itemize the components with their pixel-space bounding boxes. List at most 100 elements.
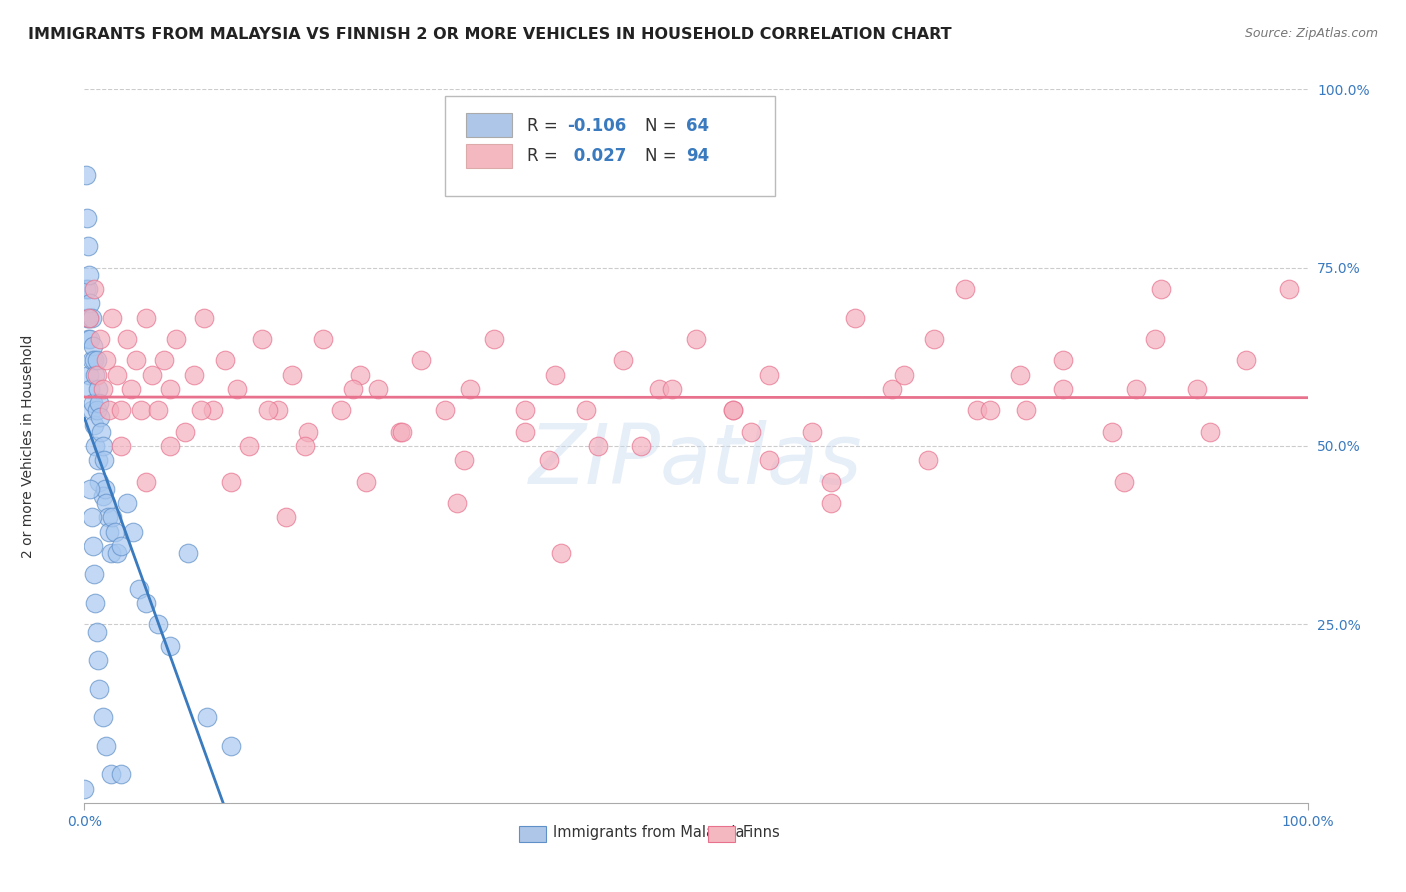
Point xyxy=(1198,425,1220,439)
Point xyxy=(89,410,111,425)
Point xyxy=(84,596,107,610)
Text: R =: R = xyxy=(527,146,564,164)
Point xyxy=(880,382,903,396)
Text: ZIPatlas: ZIPatlas xyxy=(529,420,863,500)
Text: R =: R = xyxy=(527,117,564,135)
Point xyxy=(87,453,110,467)
Point xyxy=(1278,282,1301,296)
Point xyxy=(575,403,598,417)
Point xyxy=(434,403,457,417)
Point xyxy=(122,524,145,539)
Point xyxy=(153,353,176,368)
Point xyxy=(146,617,169,632)
Point xyxy=(110,403,132,417)
Point xyxy=(820,475,842,489)
Point xyxy=(758,368,780,382)
Point xyxy=(1101,425,1123,439)
Point xyxy=(159,439,181,453)
Point xyxy=(77,310,100,325)
Point xyxy=(342,382,364,396)
Point xyxy=(1143,332,1166,346)
Point xyxy=(630,439,652,453)
Point xyxy=(409,353,432,368)
Point xyxy=(820,496,842,510)
Point xyxy=(80,510,103,524)
Point xyxy=(538,453,561,467)
Point xyxy=(146,403,169,417)
Point xyxy=(801,425,824,439)
Point xyxy=(91,710,114,724)
Point xyxy=(80,353,103,368)
Point xyxy=(1150,282,1173,296)
Point xyxy=(953,282,976,296)
Point xyxy=(77,282,100,296)
Point xyxy=(177,546,200,560)
Point xyxy=(80,310,103,325)
Point xyxy=(105,546,128,560)
Point xyxy=(226,382,249,396)
Point xyxy=(79,332,101,346)
Point xyxy=(135,475,157,489)
Point xyxy=(367,382,389,396)
Point xyxy=(75,168,97,182)
Point xyxy=(84,439,107,453)
Point xyxy=(91,439,114,453)
Point xyxy=(87,396,110,410)
Point xyxy=(115,496,138,510)
Point xyxy=(1114,475,1136,489)
Point xyxy=(96,739,118,753)
Bar xyxy=(465,145,513,168)
Point xyxy=(110,767,132,781)
Point xyxy=(87,653,110,667)
Point xyxy=(76,211,98,225)
Point xyxy=(135,596,157,610)
Point xyxy=(1236,353,1258,368)
Point xyxy=(281,368,304,382)
Text: IMMIGRANTS FROM MALAYSIA VS FINNISH 2 OR MORE VEHICLES IN HOUSEHOLD CORRELATION : IMMIGRANTS FROM MALAYSIA VS FINNISH 2 OR… xyxy=(28,27,952,42)
Point xyxy=(257,403,280,417)
Point xyxy=(87,382,110,396)
Point xyxy=(297,425,319,439)
Point xyxy=(115,332,138,346)
Point xyxy=(193,310,215,325)
Point xyxy=(721,403,744,417)
Point xyxy=(100,546,122,560)
Point xyxy=(86,624,108,639)
Point xyxy=(86,353,108,368)
Point xyxy=(312,332,335,346)
Point xyxy=(129,403,152,417)
FancyBboxPatch shape xyxy=(446,96,776,196)
Point xyxy=(453,453,475,467)
Point xyxy=(97,403,120,417)
Point xyxy=(758,453,780,467)
Point xyxy=(214,353,236,368)
Bar xyxy=(465,113,513,137)
Point xyxy=(87,475,110,489)
Bar xyxy=(709,826,735,842)
Point xyxy=(110,439,132,453)
Point xyxy=(97,510,120,524)
Point xyxy=(513,403,536,417)
Point xyxy=(82,539,104,553)
Point xyxy=(648,382,671,396)
Point xyxy=(294,439,316,453)
Point xyxy=(159,382,181,396)
Point xyxy=(1052,382,1074,396)
Point xyxy=(612,353,634,368)
Point xyxy=(685,332,707,346)
Point xyxy=(219,739,242,753)
Text: N =: N = xyxy=(644,117,682,135)
Point xyxy=(917,453,939,467)
Point xyxy=(83,417,105,432)
Text: 94: 94 xyxy=(686,146,710,164)
Point xyxy=(101,510,124,524)
Text: N =: N = xyxy=(644,146,682,164)
Text: Source: ZipAtlas.com: Source: ZipAtlas.com xyxy=(1244,27,1378,40)
Point xyxy=(128,582,150,596)
Point xyxy=(159,639,181,653)
Point xyxy=(104,524,127,539)
Point xyxy=(105,368,128,382)
Point xyxy=(250,332,273,346)
Point xyxy=(550,546,572,560)
Point xyxy=(73,781,96,796)
